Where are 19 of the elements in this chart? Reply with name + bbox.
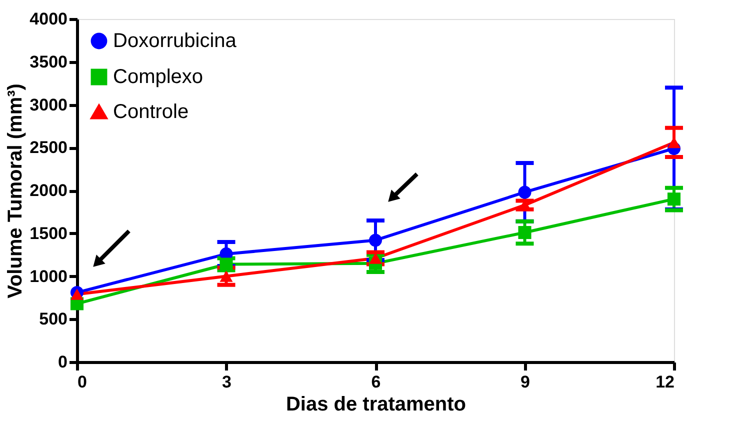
x-tick-label: 12 bbox=[656, 372, 674, 392]
x-tick-label: 9 bbox=[520, 372, 530, 392]
y-tick-label: 3000 bbox=[30, 95, 68, 114]
y-tick-label: 2500 bbox=[30, 138, 68, 158]
x-axis-title: Dias de tratamento bbox=[286, 394, 466, 416]
y-tick-label: 2000 bbox=[30, 181, 68, 200]
y-tick-label: 1000 bbox=[30, 266, 68, 286]
y-tick-label: 500 bbox=[39, 310, 68, 329]
y-tick-label: 1500 bbox=[30, 224, 68, 243]
y-tick-label: 0 bbox=[58, 352, 68, 372]
legend-label: Doxorrubicina bbox=[113, 30, 238, 52]
y-tick-label: 3500 bbox=[30, 52, 68, 72]
y-tick-label: 4000 bbox=[30, 10, 68, 28]
x-tick-label: 0 bbox=[78, 372, 87, 392]
legend-label: Complexo bbox=[113, 66, 204, 88]
y-axis-title: Volume Tumoral (mm³) bbox=[4, 84, 27, 298]
x-tick-label: 6 bbox=[371, 372, 381, 392]
legend-label: Controle bbox=[113, 101, 189, 123]
x-tick-label: 3 bbox=[222, 372, 232, 392]
